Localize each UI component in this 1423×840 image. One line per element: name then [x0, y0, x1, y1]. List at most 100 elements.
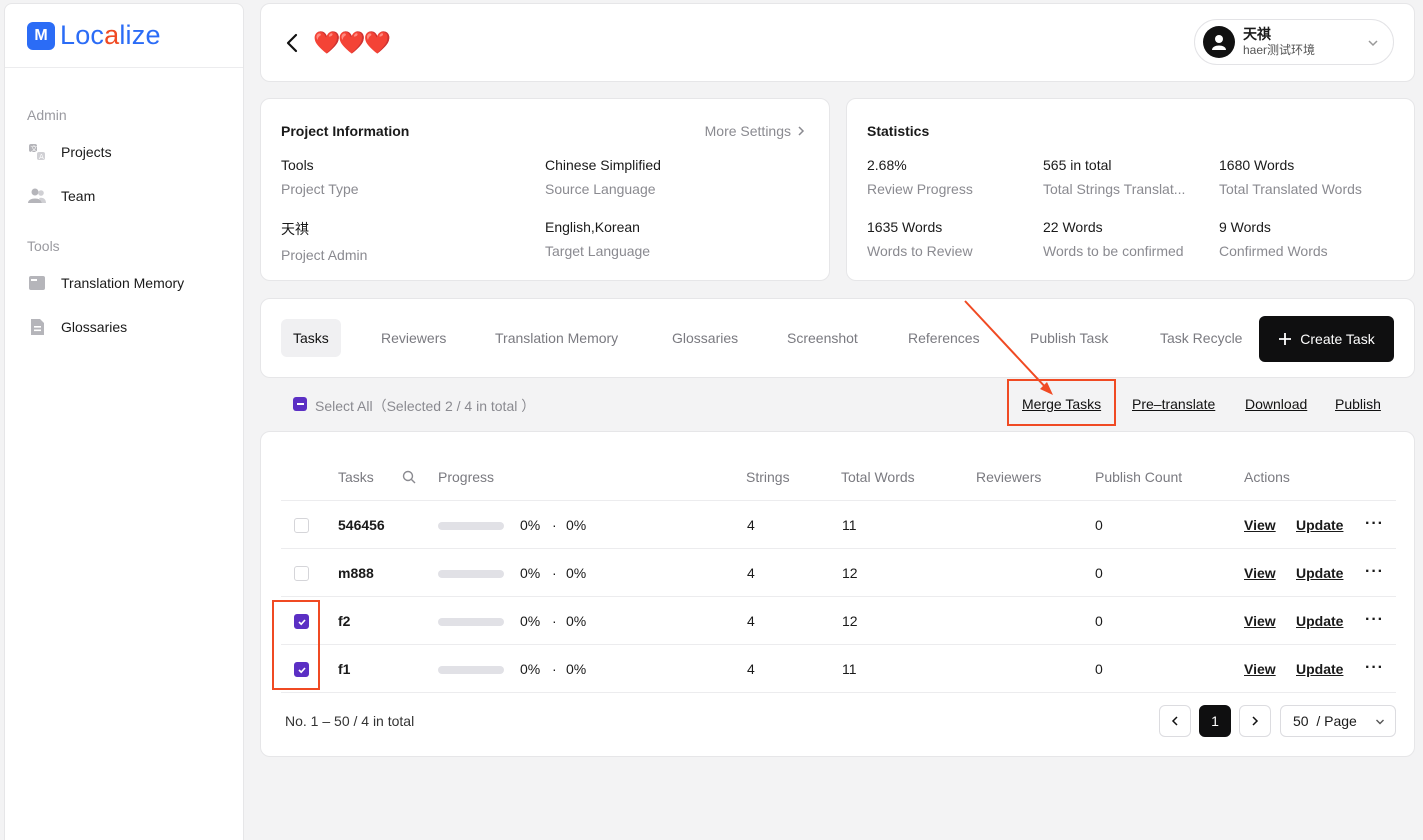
stat-confirmed-words: 9 Words Confirmed Words [1219, 219, 1328, 259]
merge-highlight-box [1007, 379, 1116, 426]
publish-count: 0 [1095, 613, 1103, 629]
more-options-icon[interactable]: ··· [1365, 515, 1384, 532]
progress-reviewed: 0% [566, 565, 587, 581]
download-button[interactable]: Download [1245, 396, 1308, 412]
glossaries-icon [27, 317, 47, 337]
pagination-summary: No. 1 – 50 / 4 in total [285, 713, 415, 729]
table-row: 546456 0% · 0% 4 11 0 View Update ··· [281, 500, 1396, 548]
more-options-icon[interactable]: ··· [1365, 611, 1384, 628]
project-info-card: Project Information More Settings Tools P… [260, 98, 830, 281]
page-button-current[interactable]: 1 [1199, 705, 1231, 737]
total-words: 11 [842, 661, 857, 677]
table-divider [281, 692, 1396, 693]
total-words: 11 [842, 517, 857, 533]
prev-page-button[interactable] [1159, 705, 1191, 737]
checkmark-icon [297, 666, 306, 673]
strings-count: 4 [747, 517, 755, 533]
column-header-tasks: Tasks [338, 469, 374, 485]
view-link[interactable]: View [1244, 565, 1276, 581]
table-row: f2 0% · 0% 4 12 0 View Update ··· [281, 596, 1396, 644]
progress-translated: 0% [520, 565, 541, 581]
column-header-reviewers: Reviewers [976, 469, 1042, 485]
row-checkbox[interactable] [294, 614, 309, 629]
row-checkbox[interactable] [294, 566, 309, 581]
task-name: m888 [338, 565, 374, 581]
update-link[interactable]: Update [1296, 613, 1344, 629]
next-page-button[interactable] [1239, 705, 1271, 737]
logo[interactable]: M Localize [5, 4, 243, 68]
search-icon[interactable] [402, 470, 416, 487]
progress-separator: · [552, 517, 557, 533]
tab-task-recycle[interactable]: Task Recycle [1160, 330, 1243, 346]
select-all-checkbox[interactable] [293, 397, 307, 411]
user-env: haer测试环境 [1243, 43, 1316, 58]
column-header-total-words: Total Words [841, 469, 915, 485]
chevron-right-icon [798, 126, 805, 136]
update-link[interactable]: Update [1296, 517, 1344, 533]
sidebar-item-label: Translation Memory [61, 275, 185, 291]
statistics-card: Statistics 2.68% Review Progress 565 in t… [846, 98, 1415, 281]
sidebar-item-label: Projects [61, 144, 112, 160]
progress-reviewed: 0% [566, 661, 587, 677]
translation-memory-icon [27, 273, 47, 293]
row-checkbox[interactable] [294, 518, 309, 533]
progress-reviewed: 0% [566, 613, 587, 629]
tab-screenshot[interactable]: Screenshot [787, 330, 858, 346]
svg-text:文: 文 [31, 144, 38, 153]
tab-references[interactable]: References [908, 330, 980, 346]
team-icon [27, 186, 47, 206]
sidebar-item-glossaries[interactable]: Glossaries [27, 317, 127, 337]
row-checkbox[interactable] [294, 662, 309, 677]
project-info-title: Project Information [281, 123, 410, 139]
more-settings-link[interactable]: More Settings [705, 123, 805, 139]
create-task-button[interactable]: Create Task [1259, 316, 1394, 362]
progress-bar [438, 522, 504, 530]
progress-translated: 0% [520, 517, 541, 533]
table-row: f1 0% · 0% 4 11 0 View Update ··· [281, 644, 1396, 692]
view-link[interactable]: View [1244, 613, 1276, 629]
strings-count: 4 [747, 661, 755, 677]
column-header-progress: Progress [438, 469, 495, 485]
publish-button[interactable]: Publish [1335, 396, 1381, 412]
pre-translate-button[interactable]: Pre–translate [1132, 396, 1216, 412]
view-link[interactable]: View [1244, 517, 1276, 533]
update-link[interactable]: Update [1296, 565, 1344, 581]
sidebar-item-label: Team [61, 188, 96, 204]
selection-highlight-box [272, 600, 320, 690]
sidebar-item-team[interactable]: Team [27, 186, 95, 206]
tabs-bar: Tasks Reviewers Translation Memory Gloss… [260, 298, 1415, 378]
tab-tasks[interactable]: Tasks [281, 319, 341, 357]
progress-separator: · [552, 565, 557, 581]
view-link[interactable]: View [1244, 661, 1276, 677]
statistics-title: Statistics [867, 123, 930, 139]
merge-tasks-button[interactable]: Merge Tasks [1022, 396, 1102, 412]
chevron-down-icon [1376, 719, 1384, 725]
project-admin: 天祺 Project Admin [281, 221, 368, 263]
project-type: Tools Project Type [281, 157, 359, 197]
tab-translation-memory[interactable]: Translation Memory [495, 330, 619, 346]
select-all-label: Select All（Selected 2 / 4 in total ） [315, 398, 536, 414]
tab-glossaries[interactable]: Glossaries [672, 330, 739, 346]
update-link[interactable]: Update [1296, 661, 1344, 677]
tab-publish-task[interactable]: Publish Task [1030, 330, 1109, 346]
tab-reviewers[interactable]: Reviewers [381, 330, 447, 346]
page-size-select[interactable]: 50 / Page [1280, 705, 1396, 737]
strings-count: 4 [747, 613, 755, 629]
total-words: 12 [842, 565, 858, 581]
back-arrow-icon[interactable] [285, 32, 301, 54]
user-menu[interactable]: 天祺 haer测试环境 [1194, 19, 1394, 65]
publish-count: 0 [1095, 661, 1103, 677]
more-options-icon[interactable]: ··· [1365, 659, 1384, 676]
task-name: f2 [338, 613, 351, 629]
strings-count: 4 [747, 565, 755, 581]
column-header-actions: Actions [1244, 469, 1290, 485]
target-language: English,Korean Target Language [545, 219, 651, 259]
publish-count: 0 [1095, 517, 1103, 533]
more-options-icon[interactable]: ··· [1365, 563, 1384, 580]
checkmark-icon [297, 618, 306, 625]
sidebar-item-translation-memory[interactable]: Translation Memory [27, 273, 184, 293]
total-words: 12 [842, 613, 858, 629]
